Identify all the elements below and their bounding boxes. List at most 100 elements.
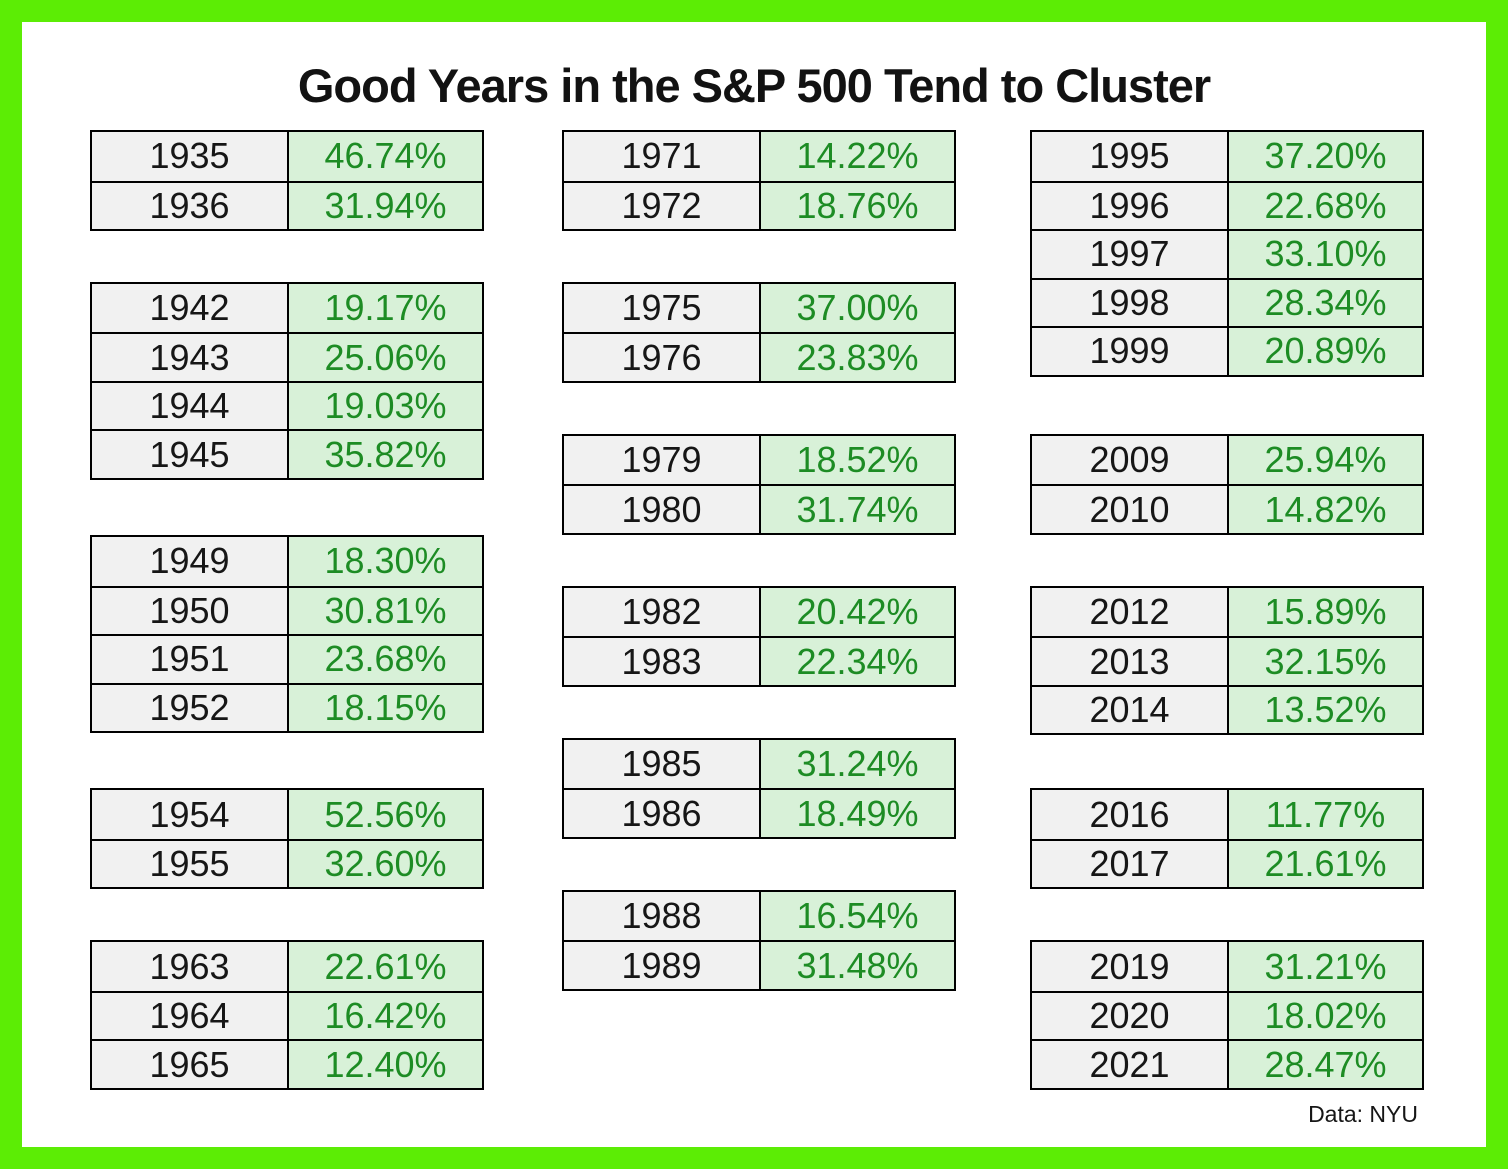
return-cell: 37.20%: [1227, 132, 1422, 181]
table-row: 1975 37.00%: [564, 283, 954, 333]
return-cell: 23.68%: [287, 636, 482, 683]
cluster-group: 2016 11.77% 2017 21.61%: [1030, 788, 1424, 890]
return-cell: 52.56%: [287, 790, 482, 839]
year-column-middle: 1971 14.22% 1972 18.76% 1975 37.00% 1976 23.83%…: [562, 130, 956, 1120]
year-cell: 1945: [92, 431, 287, 478]
year-cell: 1976: [564, 334, 759, 381]
table-row: 1988 16.54%: [564, 891, 954, 941]
return-cell: 13.52%: [1227, 686, 1422, 734]
cluster-group: 1975 37.00% 1976 23.83%: [562, 281, 956, 383]
cluster-group: 1988 16.54% 1989 31.48%: [562, 889, 956, 991]
table-row: 1989 31.48%: [564, 940, 954, 989]
return-cell: 11.77%: [1227, 790, 1422, 839]
table-row: 2016 11.77%: [1032, 790, 1422, 839]
cluster-group: 1949 18.30% 1950 30.81% 1951 23.68% 1952 18.15%: [90, 535, 484, 734]
table-row: 1965 12.40%: [92, 1039, 482, 1088]
return-cell: 25.06%: [287, 334, 482, 381]
year-cell: 1986: [564, 790, 759, 837]
table-row: 1997 33.10%: [1032, 229, 1422, 278]
cluster-group: 1963 22.61% 1964 16.42% 1965 12.40%: [90, 940, 484, 1090]
return-cell: 21.61%: [1227, 840, 1422, 888]
table-row: 1952 18.15%: [92, 682, 482, 732]
year-cell: 2019: [1032, 942, 1227, 991]
cluster-group: 1971 14.22% 1972 18.76%: [562, 130, 956, 231]
year-cell: 2020: [1032, 992, 1227, 1040]
year-cell: 1996: [1032, 182, 1227, 229]
table-row: 1945 35.82%: [92, 429, 482, 478]
return-cell: 18.49%: [759, 790, 954, 837]
table-row: 1936 31.94%: [92, 180, 482, 229]
table-row: 1998 28.34%: [1032, 277, 1422, 326]
return-cell: 35.82%: [287, 431, 482, 478]
return-cell: 18.30%: [287, 537, 482, 586]
year-cell: 1949: [92, 537, 287, 586]
return-cell: 15.89%: [1227, 587, 1422, 637]
table-row: 1999 20.89%: [1032, 326, 1422, 375]
year-cell: 1952: [92, 684, 287, 732]
cluster-group: 2012 15.89% 2013 32.15% 2014 13.52%: [1030, 585, 1424, 736]
year-cell: 1964: [92, 992, 287, 1040]
table-row: 1972 18.76%: [564, 180, 954, 229]
return-cell: 14.22%: [759, 132, 954, 181]
year-cell: 1983: [564, 638, 759, 685]
year-cell: 1999: [1032, 328, 1227, 375]
return-cell: 32.15%: [1227, 638, 1422, 685]
table-row: 1982 20.42%: [564, 587, 954, 637]
return-cell: 20.42%: [759, 587, 954, 637]
return-cell: 20.89%: [1227, 328, 1422, 375]
table-row: 1964 16.42%: [92, 990, 482, 1040]
year-cell: 1954: [92, 790, 287, 839]
return-cell: 18.15%: [287, 684, 482, 732]
table-row: 1979 18.52%: [564, 435, 954, 485]
return-cell: 33.10%: [1227, 231, 1422, 278]
cluster-group: 1954 52.56% 1955 32.60%: [90, 788, 484, 890]
table-row: 2012 15.89%: [1032, 587, 1422, 637]
table-row: 1986 18.49%: [564, 788, 954, 837]
cluster-group: 2009 25.94% 2010 14.82%: [1030, 433, 1424, 535]
year-cell: 1979: [564, 435, 759, 485]
return-cell: 28.47%: [1227, 1041, 1422, 1088]
year-cell: 2012: [1032, 587, 1227, 637]
table-row: 1951 23.68%: [92, 634, 482, 683]
year-column-left: 1935 46.74% 1936 31.94% 1942 19.17% 1943 25.06%…: [90, 130, 484, 1120]
cluster-group: 1982 20.42% 1983 22.34%: [562, 585, 956, 687]
year-cell: 1963: [92, 942, 287, 991]
cluster-group: 1935 46.74% 1936 31.94%: [90, 130, 484, 231]
return-cell: 23.83%: [759, 334, 954, 381]
year-cell: 1965: [92, 1041, 287, 1088]
year-cell: 1944: [92, 382, 287, 430]
table-row: 1954 52.56%: [92, 790, 482, 839]
cluster-group: 1979 18.52% 1980 31.74%: [562, 433, 956, 535]
year-cell: 1995: [1032, 132, 1227, 181]
table-row: 1943 25.06%: [92, 332, 482, 381]
cluster-group: 1942 19.17% 1943 25.06% 1944 19.03% 1945 35.82%: [90, 281, 484, 480]
return-cell: 46.74%: [287, 132, 482, 181]
cluster-group: 1985 31.24% 1986 18.49%: [562, 737, 956, 839]
year-cell: 2017: [1032, 840, 1227, 888]
year-cell: 1971: [564, 132, 759, 181]
return-cell: 18.02%: [1227, 992, 1422, 1040]
table-row: 2017 21.61%: [1032, 838, 1422, 888]
source-label: Data: NYU: [1308, 1101, 1418, 1127]
page-title: Good Years in the S&P 500 Tend to Cluste…: [297, 59, 1211, 112]
return-cell: 37.00%: [759, 283, 954, 333]
year-cell: 1942: [92, 283, 287, 333]
return-cell: 31.48%: [759, 942, 954, 989]
year-cell: 1936: [92, 182, 287, 229]
year-cell: 1955: [92, 840, 287, 888]
table-row: 2009 25.94%: [1032, 435, 1422, 485]
table-row: 2021 28.47%: [1032, 1039, 1422, 1088]
return-cell: 30.81%: [287, 587, 482, 635]
year-cell: 2010: [1032, 486, 1227, 533]
table-row: 1996 22.68%: [1032, 180, 1422, 229]
year-cell: 2016: [1032, 790, 1227, 839]
return-cell: 18.52%: [759, 435, 954, 485]
year-cell: 2021: [1032, 1041, 1227, 1088]
year-cell: 1985: [564, 739, 759, 789]
table-row: 1985 31.24%: [564, 739, 954, 789]
table-row: 1983 22.34%: [564, 636, 954, 685]
year-cell: 1943: [92, 334, 287, 381]
year-cell: 2009: [1032, 435, 1227, 485]
table-row: 2010 14.82%: [1032, 484, 1422, 533]
